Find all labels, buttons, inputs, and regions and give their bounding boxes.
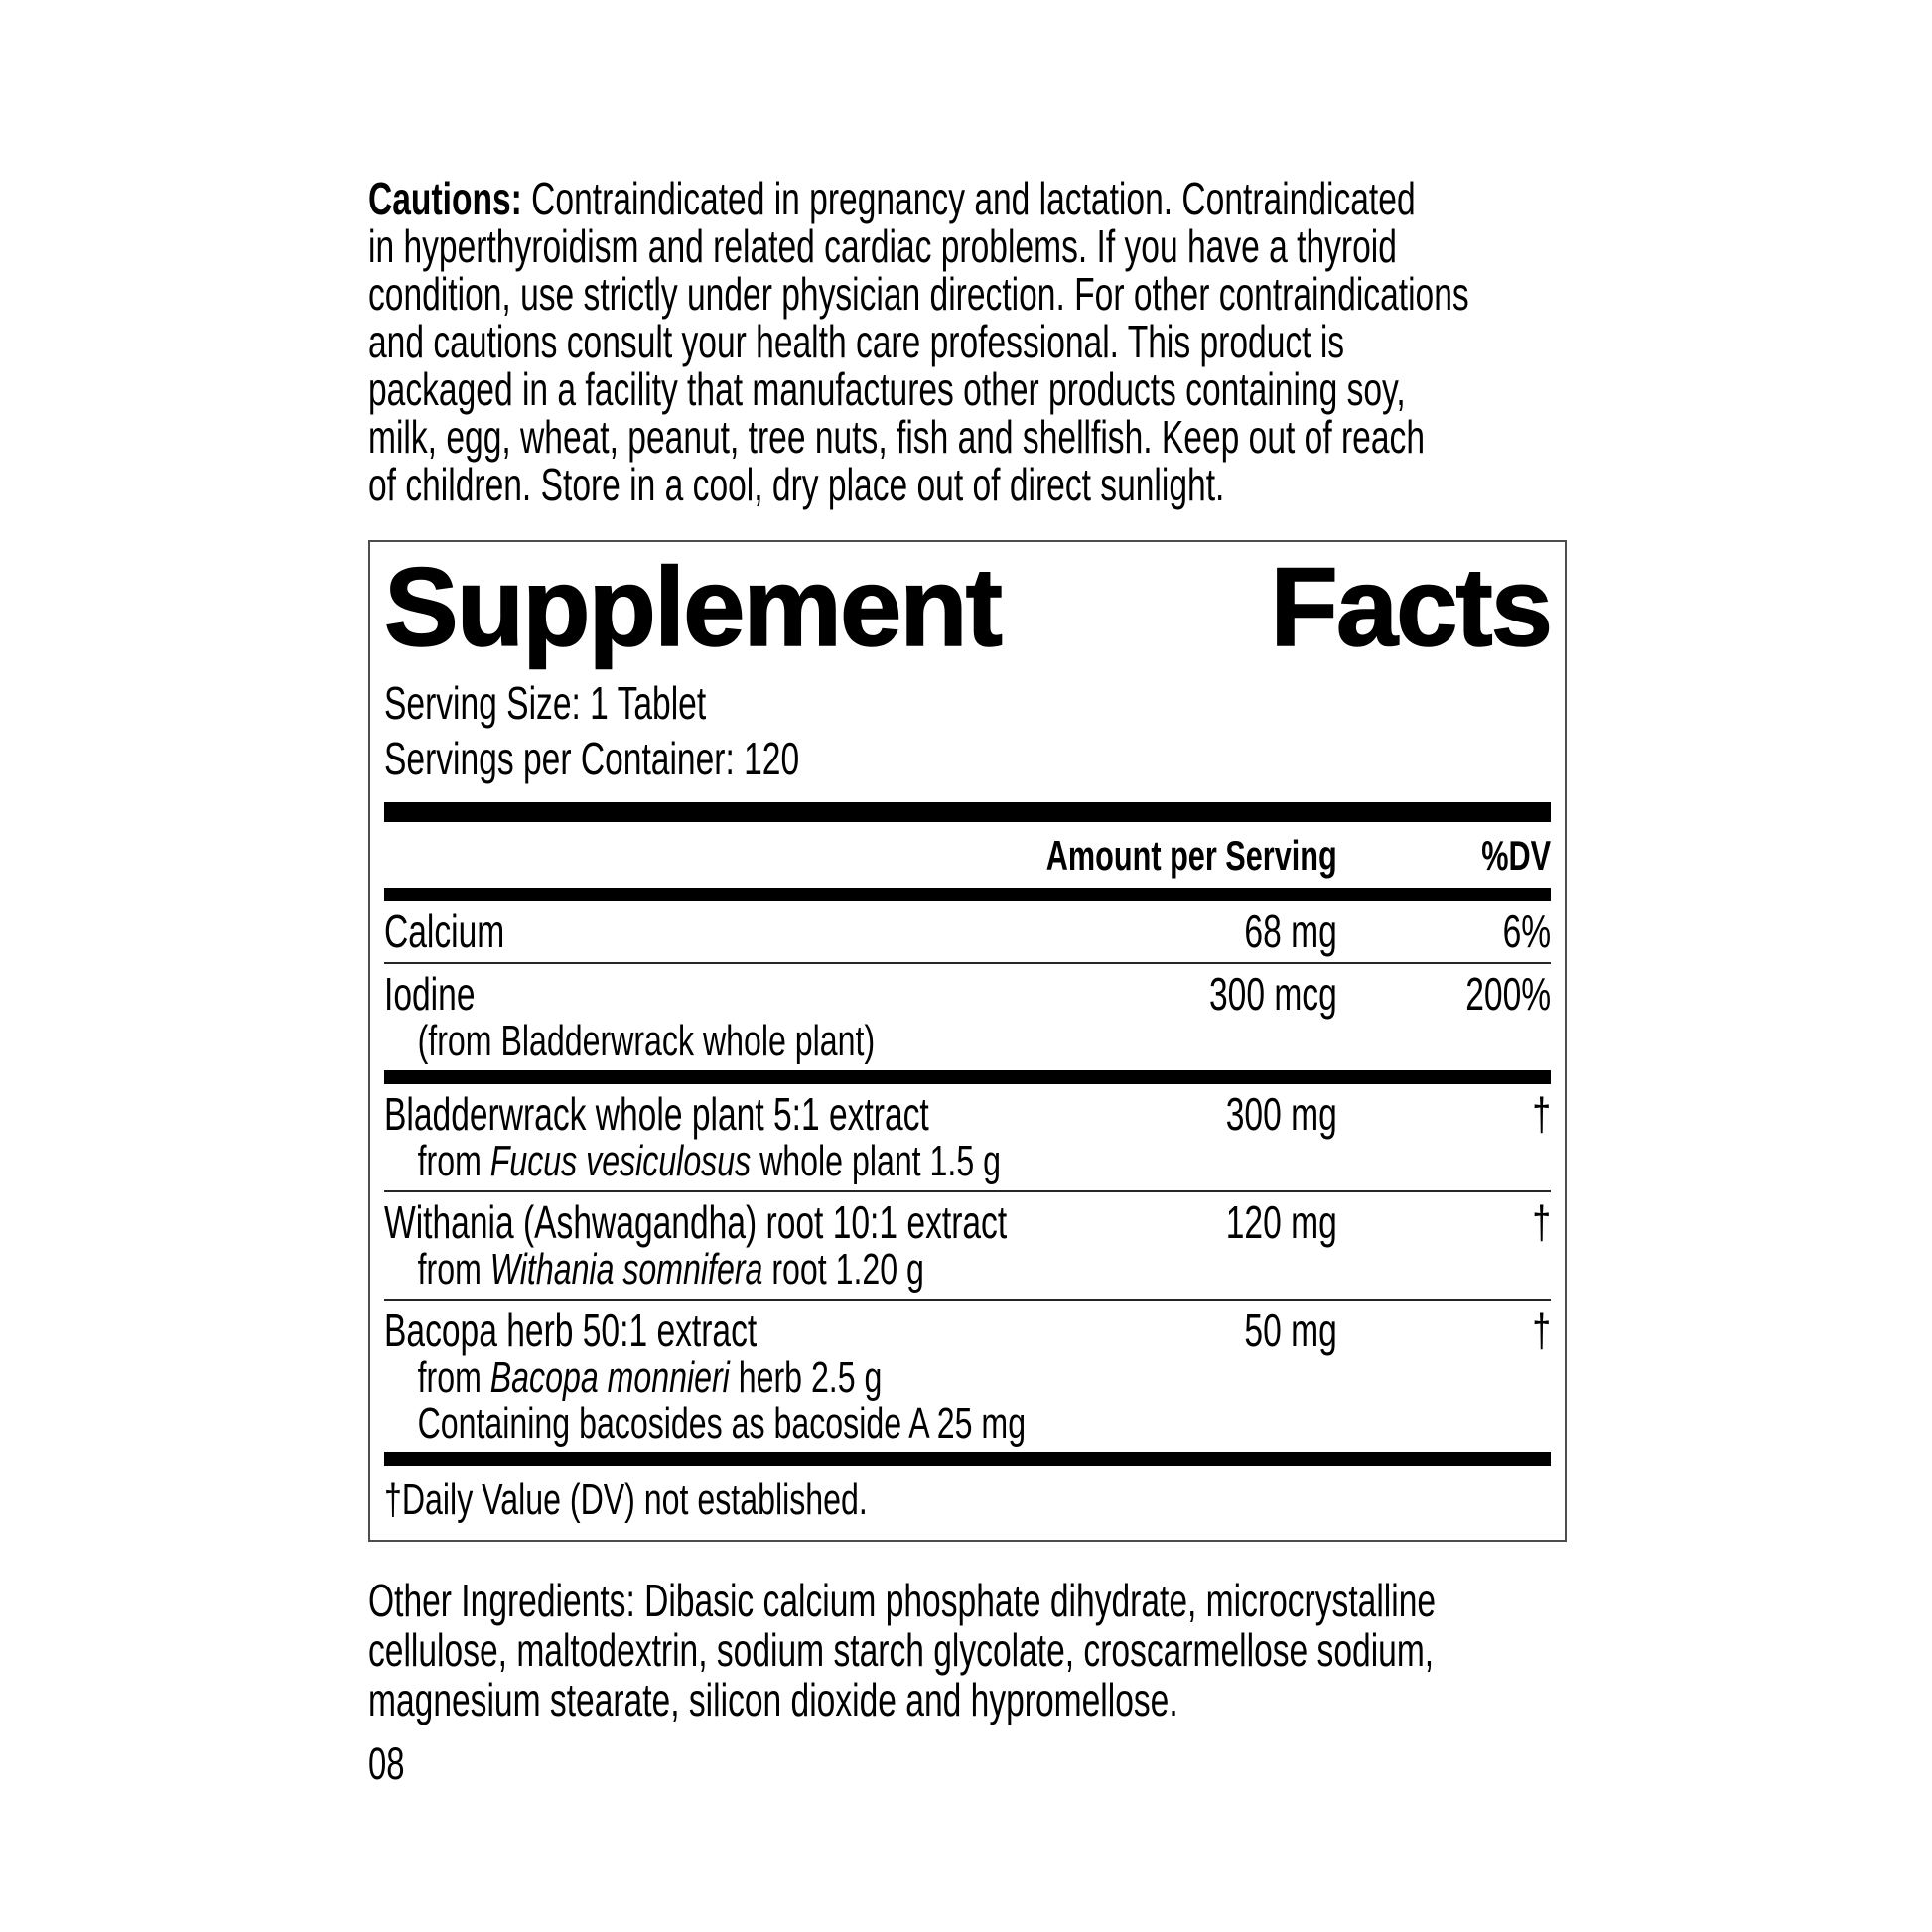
source-suffix: root 1.20 g: [771, 1245, 924, 1294]
nutrient-amount: 300 mg: [1225, 1088, 1337, 1140]
species-name: Bacopa monnieri: [489, 1353, 730, 1402]
nutrient-amount: 50 mg: [1244, 1305, 1337, 1356]
nutrient-dv: 200%: [1465, 968, 1552, 1020]
row-main-line: Calcium 68 mg 6%: [384, 906, 1551, 956]
nutrient-name: Iodine: [384, 968, 476, 1020]
nutrient-name: Calcium: [384, 905, 505, 957]
other-ingredients-line: magnesium stearate, silicon dioxide and …: [368, 1674, 1178, 1725]
cautions-line: condition, use strictly under physician …: [368, 268, 1469, 320]
divider-bar-thick: [384, 1070, 1551, 1084]
other-ingredients-paragraph: Other Ingredients: Dibasic calcium phosp…: [368, 1576, 1567, 1725]
nutrient-amount: 300 mcg: [1208, 968, 1337, 1020]
table-row-bladderwrack: Bladderwrack whole plant 5:1 extract 300…: [384, 1084, 1551, 1190]
cautions-line: Cautions: Contraindicated in pregnancy a…: [368, 175, 1567, 222]
cautions-paragraph: Cautions: Contraindicated in pregnancy a…: [368, 175, 1567, 508]
other-ingredients-line: Other Ingredients: Dibasic calcium phosp…: [368, 1575, 1437, 1626]
page-number: 08: [368, 1738, 405, 1789]
table-row-withania: Withania (Ashwagandha) root 10:1 extract…: [384, 1192, 1551, 1299]
header-amount-per-serving: Amount per Serving: [1045, 832, 1337, 879]
daily-value-footnote: †Daily Value (DV) not established.: [384, 1475, 868, 1524]
divider-hairline: [384, 1299, 1551, 1301]
nutrient-dv: †: [1532, 1196, 1552, 1248]
row-main-line: Bacopa herb 50:1 extract 50 mg †: [384, 1306, 1551, 1355]
source-suffix: whole plant 1.5 g: [759, 1137, 1001, 1185]
nutrient-amount: 68 mg: [1244, 905, 1337, 957]
serving-size: Serving Size: 1 Tablet: [384, 677, 707, 729]
header-percent-dv: %DV: [1481, 832, 1552, 879]
cautions-line: and cautions consult your health care pr…: [368, 316, 1345, 367]
nutrient-amount: 120 mg: [1225, 1196, 1337, 1248]
divider-bar-thick: [384, 1452, 1551, 1466]
other-ingredients-line: cellulose, maltodextrin, sodium starch g…: [368, 1624, 1435, 1676]
table-row-iodine: Iodine 300 mcg 200% (from Bladderwrack w…: [384, 964, 1551, 1070]
nutrient-source-note: from Bacopa monnieri herb 2.5 g: [384, 1355, 1551, 1401]
cautions-line: in hyperthyroidism and related cardiac p…: [368, 220, 1397, 272]
table-row-bacopa: Bacopa herb 50:1 extract 50 mg † from Ba…: [384, 1301, 1551, 1452]
serving-info: Serving Size: 1 Tablet Servings per Cont…: [384, 675, 1551, 786]
species-name: Fucus vesiculosus: [489, 1137, 752, 1185]
divider-bar-thick: [384, 802, 1551, 822]
cautions-line-text: Contraindicated in pregnancy and lactati…: [531, 173, 1416, 224]
source-suffix: herb 2.5 g: [738, 1353, 883, 1402]
supplement-facts-panel: Supplement Facts Serving Size: 1 Tablet …: [368, 540, 1567, 1542]
nutrient-constituent-note: Containing bacosides as bacoside A 25 mg: [417, 1399, 1027, 1448]
label-content-column: Cautions: Contraindicated in pregnancy a…: [368, 175, 1567, 1788]
cautions-line: packaged in a facility that manufactures…: [368, 363, 1406, 415]
row-main-line: Withania (Ashwagandha) root 10:1 extract…: [384, 1197, 1551, 1247]
nutrient-source-note: from Fucus vesiculosus whole plant 1.5 g: [384, 1139, 1551, 1184]
supplement-facts-title: Supplement Facts: [383, 545, 1554, 669]
nutrient-source-note: from Withania somnifera root 1.20 g: [384, 1247, 1551, 1293]
nutrient-source-note: (from Bladderwrack whole plant): [417, 1017, 876, 1065]
source-prefix: from: [417, 1245, 482, 1294]
divider-bar-thick: [384, 888, 1551, 901]
nutrient-name: Bacopa herb 50:1 extract: [384, 1305, 758, 1356]
nutrient-dv: †: [1532, 1305, 1552, 1356]
nutrient-name: Withania (Ashwagandha) root 10:1 extract: [384, 1196, 1008, 1248]
servings-per-container: Servings per Container: 120: [384, 733, 800, 784]
nutrient-name: Bladderwrack whole plant 5:1 extract: [384, 1088, 929, 1140]
cautions-label: Cautions:: [368, 173, 522, 224]
title-word-facts: Facts: [1270, 545, 1554, 669]
row-main-line: Iodine 300 mcg 200%: [384, 969, 1551, 1019]
species-name: Withania somnifera: [489, 1245, 763, 1294]
table-row-calcium: Calcium 68 mg 6%: [384, 901, 1551, 962]
cautions-line: milk, egg, wheat, peanut, tree nuts, fis…: [368, 411, 1426, 463]
row-main-line: Bladderwrack whole plant 5:1 extract 300…: [384, 1089, 1551, 1139]
title-word-supplement: Supplement: [383, 545, 1003, 669]
table-header-row: Amount per Serving %DV: [384, 822, 1551, 888]
nutrient-dv: 6%: [1502, 905, 1552, 957]
divider-hairline: [384, 962, 1551, 964]
divider-hairline: [384, 1190, 1551, 1192]
source-prefix: from: [417, 1137, 482, 1185]
source-prefix: from: [417, 1353, 482, 1402]
nutrient-dv: †: [1532, 1088, 1552, 1140]
cautions-line: of children. Store in a cool, dry place …: [368, 459, 1225, 510]
